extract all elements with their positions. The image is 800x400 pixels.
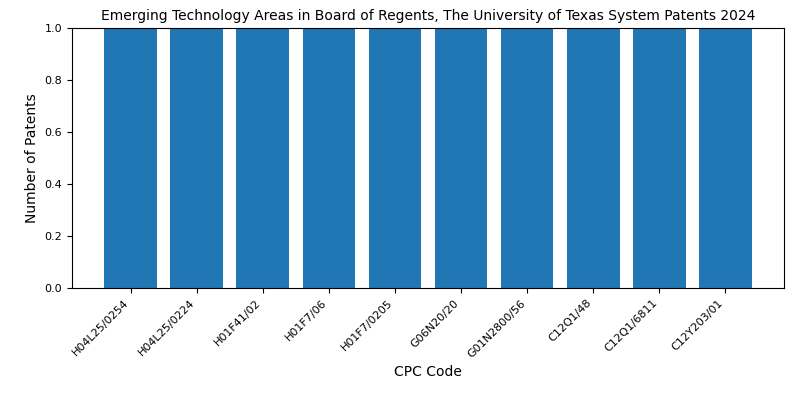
Title: Emerging Technology Areas in Board of Regents, The University of Texas System Pa: Emerging Technology Areas in Board of Re… xyxy=(101,9,755,23)
Bar xyxy=(369,28,422,288)
X-axis label: CPC Code: CPC Code xyxy=(394,365,462,379)
Bar xyxy=(566,28,619,288)
Bar xyxy=(104,28,158,288)
Bar xyxy=(633,28,686,288)
Y-axis label: Number of Patents: Number of Patents xyxy=(25,93,39,223)
Bar xyxy=(501,28,554,288)
Bar xyxy=(170,28,223,288)
Bar xyxy=(434,28,487,288)
Bar xyxy=(302,28,355,288)
Bar xyxy=(237,28,290,288)
Bar xyxy=(698,28,752,288)
